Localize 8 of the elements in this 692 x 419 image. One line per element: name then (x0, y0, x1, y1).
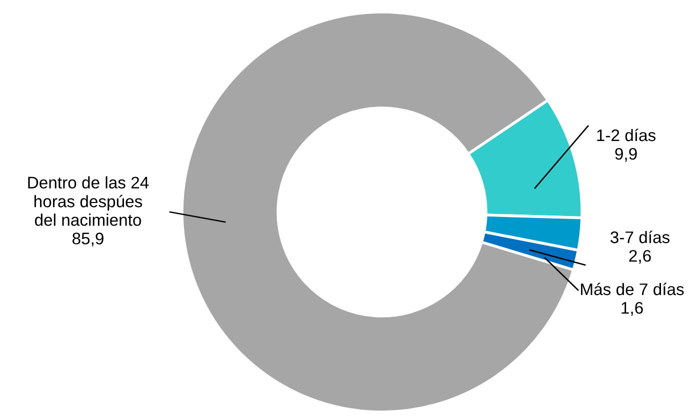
slice-label: 3-7 días (610, 230, 670, 244)
slice-label: Dentro de las 24 horas despúes del nacimiento (28, 176, 149, 226)
data-label: 85,9 (72, 232, 104, 246)
data-label: 9,9 (615, 148, 637, 162)
slice-label: Más de 7 días (581, 282, 684, 296)
slice-label: 1-2 días (597, 128, 656, 142)
data-label: 2,6 (629, 250, 651, 264)
data-label: 1,6 (622, 302, 643, 316)
